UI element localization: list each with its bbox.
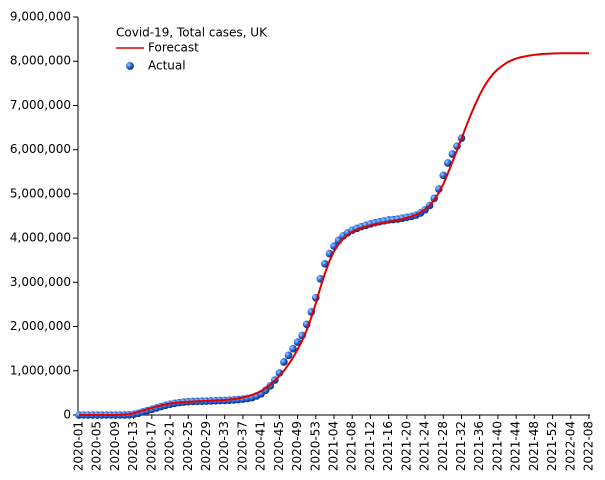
x-tick-label: 2021-52 — [545, 421, 559, 471]
x-tick-label: 2020-01 — [72, 421, 86, 471]
x-tick-label: 2022-08 — [582, 421, 596, 471]
x-tick-label: 2021-04 — [327, 421, 341, 471]
y-tick-label: 7,000,000 — [10, 98, 71, 112]
x-tick-label: 2021-40 — [490, 421, 504, 471]
x-tick-label: 2020-25 — [181, 421, 195, 471]
legend-label: Forecast — [148, 41, 199, 55]
x-tick-label: 2021-28 — [436, 421, 450, 471]
x-tick-label: 2021-36 — [472, 421, 486, 471]
x-tick-label: 2020-17 — [144, 421, 158, 471]
x-tick-label: 2021-44 — [509, 421, 523, 471]
x-tick-label: 2021-20 — [399, 421, 413, 471]
x-tick-label: 2020-21 — [163, 421, 177, 471]
y-tick-label: 6,000,000 — [10, 142, 71, 156]
data-point — [289, 344, 297, 353]
y-tick-label: 4,000,000 — [10, 231, 71, 245]
legend-label: Actual — [148, 59, 186, 73]
x-tick-label: 2020-41 — [254, 421, 268, 471]
x-tick-label: 2020-29 — [199, 421, 213, 471]
x-tick-label: 2021-32 — [454, 421, 468, 471]
y-tick-label: 5,000,000 — [10, 186, 71, 200]
y-tick-label: 0 — [63, 408, 71, 422]
x-tick-label: 2021-24 — [418, 421, 432, 471]
y-tick-label: 8,000,000 — [10, 54, 71, 68]
x-tick-label: 2020-53 — [308, 421, 322, 471]
legend-swatch — [126, 62, 134, 70]
x-tick-label: 2021-12 — [363, 421, 377, 471]
x-tick-label: 2020-37 — [235, 421, 249, 471]
legend-title: Covid-19, Total cases, UK — [116, 26, 268, 40]
data-point — [280, 358, 288, 366]
x-tick-label: 2021-08 — [345, 421, 359, 471]
x-tick-label: 2021-48 — [527, 421, 541, 471]
x-tick-label: 2020-09 — [108, 421, 122, 471]
x-tick-label: 2020-33 — [217, 421, 231, 471]
x-tick-label: 2020-05 — [90, 421, 104, 471]
x-tick-label: 2020-49 — [290, 421, 304, 471]
x-tick-label: 2020-13 — [126, 421, 140, 471]
y-tick-label: 2,000,000 — [10, 319, 71, 333]
x-tick-label: 2020-45 — [272, 421, 286, 471]
data-point — [444, 159, 452, 167]
y-tick-label: 9,000,000 — [10, 10, 71, 24]
y-tick-label: 1,000,000 — [10, 363, 71, 377]
forecast-line — [79, 52, 589, 416]
x-tick-label: 2021-16 — [381, 421, 395, 471]
x-tick-label: 2022-04 — [563, 421, 577, 471]
data-point — [284, 351, 293, 360]
y-tick-label: 3,000,000 — [10, 275, 71, 289]
